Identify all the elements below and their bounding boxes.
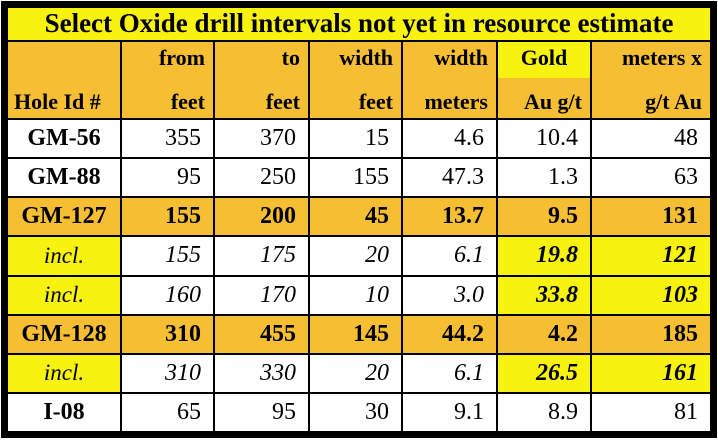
data-cell: 310 — [120, 352, 215, 394]
column-header-gold: Gold Au g/t — [496, 39, 592, 121]
data-cell: 121 — [590, 235, 712, 277]
data-cell: 9.5 — [496, 196, 592, 238]
data-cell: 200 — [213, 196, 310, 238]
data-cell: 161 — [590, 352, 712, 394]
data-cell: 95 — [120, 157, 215, 199]
data-cell: 10.4 — [496, 118, 592, 160]
data-cell: 9.1 — [401, 391, 498, 434]
data-cell: 250 — [213, 157, 310, 199]
hole-id-cell: incl. — [6, 235, 122, 277]
data-cell: 370 — [213, 118, 310, 160]
header-bottom-label: meters — [424, 88, 488, 114]
header-top-label: width — [339, 44, 393, 70]
data-cell: 175 — [213, 235, 310, 277]
data-cell: 155 — [120, 196, 215, 238]
data-cell: 103 — [590, 274, 712, 316]
data-cell: 20 — [308, 235, 403, 277]
data-cell: 20 — [308, 352, 403, 394]
header-bottom-label: Hole Id # — [14, 88, 101, 114]
header-top-label: meters x — [621, 44, 702, 70]
hole-id-cell: I-08 — [6, 391, 122, 434]
gold-highlight-label: Gold — [499, 42, 589, 79]
data-cell: 8.9 — [496, 391, 592, 434]
data-cell: 170 — [213, 274, 310, 316]
table-row-gm-88: GM-88 95 250 155 47.3 1.3 63 — [6, 157, 712, 199]
data-cell: 155 — [308, 157, 403, 199]
data-cell: 81 — [590, 391, 712, 434]
header-top-label: width — [434, 44, 488, 70]
data-cell: 310 — [120, 313, 215, 355]
hole-id-cell: incl. — [6, 352, 122, 394]
data-cell: 15 — [308, 118, 403, 160]
data-cell: 145 — [308, 313, 403, 355]
data-cell: 33.8 — [496, 274, 592, 316]
column-header-width-meters: width meters — [401, 39, 498, 121]
header-top-label: from — [158, 44, 205, 70]
column-header-from-feet: from feet — [120, 39, 215, 121]
data-cell: 30 — [308, 391, 403, 434]
data-cell: 355 — [120, 118, 215, 160]
data-cell: 6.1 — [401, 235, 498, 277]
data-cell: 63 — [590, 157, 712, 199]
drill-results-table: Select Oxide drill intervals not yet in … — [6, 6, 712, 434]
table-row-i-08: I-08 65 95 30 9.1 8.9 81 — [6, 391, 712, 434]
hole-id-cell: GM-128 — [6, 313, 122, 355]
table-row-gm-56: GM-56 355 370 15 4.6 10.4 48 — [6, 118, 712, 160]
hole-id-cell: GM-56 — [6, 118, 122, 160]
data-cell: 330 — [213, 352, 310, 394]
column-header-width-feet: width feet — [308, 39, 403, 121]
header-bottom-label: feet — [170, 88, 205, 114]
hole-id-cell: GM-127 — [6, 196, 122, 238]
column-header-meters-x-gpt: meters x g/t Au — [590, 39, 712, 121]
header-row: Hole Id # from feet to feet width feet — [6, 39, 712, 121]
header-bottom-label: feet — [358, 88, 393, 114]
data-cell: 455 — [213, 313, 310, 355]
table-row-gm-127: GM-127 155 200 45 13.7 9.5 131 — [6, 196, 712, 238]
data-cell: 6.1 — [401, 352, 498, 394]
header-bottom-label: feet — [265, 88, 300, 114]
data-cell: 65 — [120, 391, 215, 434]
data-cell: 13.7 — [401, 196, 498, 238]
header-top-label: to — [281, 44, 300, 70]
data-cell: 155 — [120, 235, 215, 277]
data-cell: 4.6 — [401, 118, 498, 160]
title-row: Select Oxide drill intervals not yet in … — [6, 6, 712, 42]
data-cell: 95 — [213, 391, 310, 434]
header-bottom-label: Au g/t — [523, 88, 582, 114]
data-cell: 26.5 — [496, 352, 592, 394]
data-cell: 44.2 — [401, 313, 498, 355]
column-header-to-feet: to feet — [213, 39, 310, 121]
data-cell: 10 — [308, 274, 403, 316]
hole-id-cell: GM-88 — [6, 157, 122, 199]
hole-id-cell: incl. — [6, 274, 122, 316]
data-cell: 45 — [308, 196, 403, 238]
data-cell: 160 — [120, 274, 215, 316]
table-row-incl-1: incl. 155 175 20 6.1 19.8 121 — [6, 235, 712, 277]
table-row-incl-2: incl. 160 170 10 3.0 33.8 103 — [6, 274, 712, 316]
header-bottom-label: g/t Au — [645, 88, 702, 114]
table-title: Select Oxide drill intervals not yet in … — [6, 6, 712, 42]
data-cell: 4.2 — [496, 313, 592, 355]
table-row-gm-128: GM-128 310 455 145 44.2 4.2 185 — [6, 313, 712, 355]
data-cell: 3.0 — [401, 274, 498, 316]
column-header-hole-id: Hole Id # — [6, 39, 122, 121]
data-cell: 48 — [590, 118, 712, 160]
data-cell: 1.3 — [496, 157, 592, 199]
data-cell: 19.8 — [496, 235, 592, 277]
data-cell: 131 — [590, 196, 712, 238]
table-row-incl-3: incl. 310 330 20 6.1 26.5 161 — [6, 352, 712, 394]
data-cell: 47.3 — [401, 157, 498, 199]
data-cell: 185 — [590, 313, 712, 355]
